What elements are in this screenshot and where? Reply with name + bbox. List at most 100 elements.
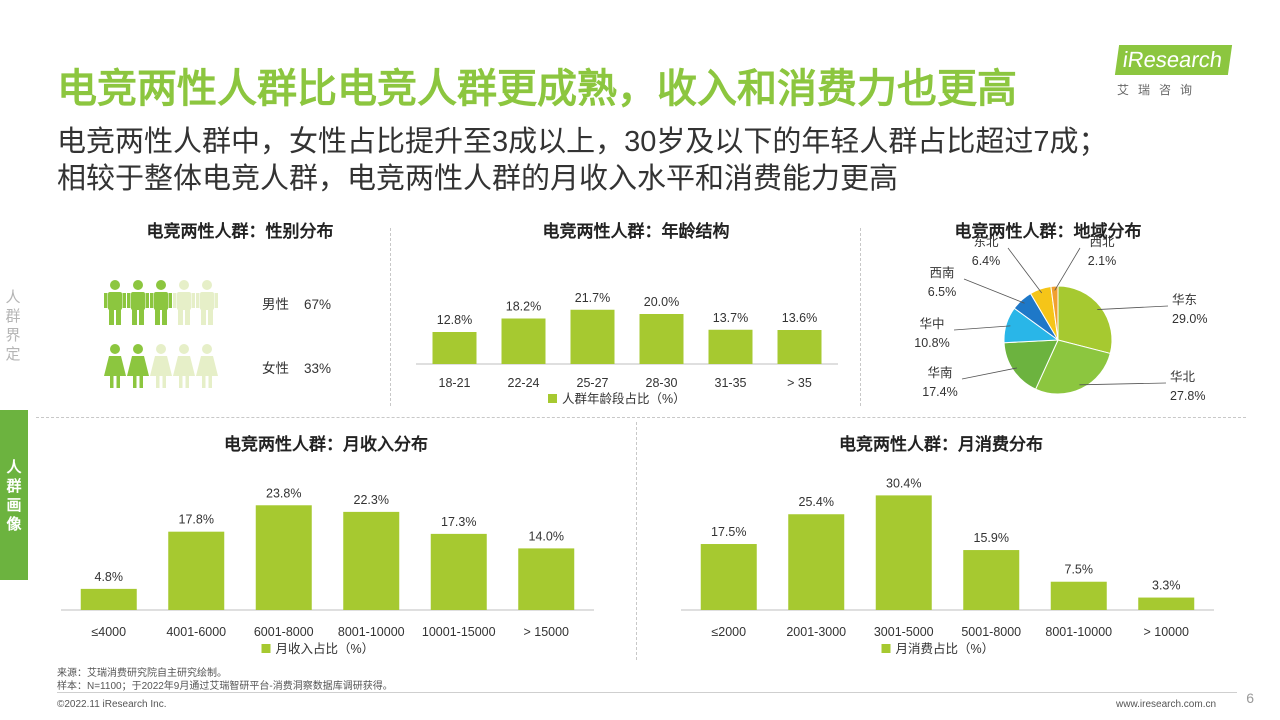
data-label-0: 17.5% [711, 525, 746, 539]
person-leg-left [202, 376, 206, 388]
x-tick-label-0: ≤4000 [91, 625, 126, 639]
person-dress [196, 356, 218, 376]
pie-label-value-0: 29.0% [1172, 312, 1207, 326]
person-torso [108, 292, 122, 310]
side-tab-portrait[interactable] [0, 410, 28, 580]
pie-leader-5 [1007, 247, 1043, 294]
bar-1 [788, 514, 845, 610]
gender-value-1: 33% [304, 361, 331, 376]
person-dress [173, 356, 195, 376]
pie-label-name-3: 华中 [919, 316, 944, 331]
x-tick-label-5: > 10000 [1143, 625, 1189, 639]
bar-2 [875, 495, 932, 610]
pie-slice-2 [1003, 339, 1059, 390]
person-head [156, 280, 166, 290]
pie-label-value-5: 6.4% [972, 254, 1001, 268]
person-leg-right [162, 376, 166, 388]
bar-4 [1050, 581, 1107, 610]
person-torso [177, 292, 191, 310]
x-tick-label-5: > 15000 [523, 625, 569, 639]
legend-label: 月消费占比（%） [896, 641, 995, 656]
bar-3 [639, 314, 684, 364]
spending-chart-title: 电竞两性人群：月消费分布 [839, 435, 1043, 454]
data-label-3: 20.0% [644, 295, 679, 309]
age-chart-title: 电竞两性人群：年龄结构 [542, 222, 730, 241]
x-tick-label-2: 3001-5000 [874, 625, 934, 639]
person-torso [200, 292, 214, 310]
male-person-2-icon [150, 280, 172, 325]
person-arm-right [122, 293, 126, 308]
data-label-1: 17.8% [179, 513, 214, 527]
region-chart-title: 电竞两性人群：地域分布 [954, 222, 1142, 241]
divider-vertical-3 [636, 422, 637, 660]
x-tick-label-2: 6001-8000 [254, 625, 314, 639]
pie-leader-3 [953, 325, 1011, 331]
person-leg-right [116, 376, 120, 388]
person-leg-left [132, 309, 137, 325]
x-tick-label-5: > 35 [787, 376, 812, 390]
region-pie-chart: 华东 29.0% 华北 27.8% 华南 17.4% 华中 10.8% 西南 6.5% 东北 6.4%… [914, 235, 1207, 403]
bar-5 [1138, 597, 1195, 610]
person-arm-right [145, 293, 149, 308]
bar-4 [430, 533, 487, 610]
gender-pictogram: 男性 67% 女性 33% [104, 280, 331, 388]
divider-vertical-1 [390, 228, 391, 406]
gender-chart-title: 电竞两性人群：性别分布 [146, 222, 334, 241]
x-tick-label-3: 8001-10000 [338, 625, 405, 639]
pie-label-name-5: 东北 [973, 235, 999, 249]
legend-swatch [881, 644, 891, 653]
person-arm-right [214, 293, 218, 308]
person-arm-left [127, 293, 131, 308]
bar-1 [168, 531, 225, 610]
data-label-2: 30.4% [886, 476, 921, 490]
page-subtitle-line1: 电竞两性人群中，女性占比提升至3成以上，30岁及以下的年轻人群占比超过7成； [57, 126, 1108, 158]
divider-horizontal [36, 417, 1246, 418]
person-head [156, 344, 166, 354]
pie-label-value-3: 10.8% [914, 336, 949, 350]
data-label-4: 13.7% [713, 311, 748, 325]
x-tick-label-0: 18-21 [439, 376, 471, 390]
female-person-4-icon [196, 344, 218, 388]
data-label-5: 14.0% [529, 529, 564, 543]
person-arm-right [191, 293, 195, 308]
pie-label-value-2: 17.4% [922, 385, 957, 399]
person-leg-left [178, 309, 183, 325]
x-tick-label-3: 5001-8000 [961, 625, 1021, 639]
person-dress [104, 356, 126, 376]
person-head [133, 344, 143, 354]
x-tick-label-2: 25-27 [577, 376, 609, 390]
person-leg-left [201, 309, 206, 325]
income-chart-title: 电竞两性人群：月收入分布 [224, 435, 428, 454]
bar-4 [708, 329, 753, 364]
pie-label-value-6: 2.1% [1088, 254, 1117, 268]
person-leg-left [156, 376, 160, 388]
person-head [110, 280, 120, 290]
pie-leader-2 [961, 367, 1017, 380]
person-leg-left [110, 376, 114, 388]
legend-label: 人群年龄段占比（%） [562, 391, 686, 406]
page-title: 电竞两性人群比电竞人群更成熟，收入和消费力也更高 [57, 67, 1017, 111]
gender-value-0: 67% [304, 297, 331, 312]
person-leg-right [208, 376, 212, 388]
data-label-5: 3.3% [1152, 579, 1181, 593]
male-person-3-icon [173, 280, 195, 325]
bar-3 [963, 550, 1020, 610]
x-tick-label-4: 31-35 [715, 376, 747, 390]
website-link[interactable]: www.iresearch.com.cn [1116, 699, 1217, 710]
bar-0 [432, 332, 477, 364]
spending-bar-chart: 17.5% ≤2000 25.4% 2001-3000 30.4% 3001-5000 15… [681, 476, 1214, 656]
person-torso [154, 292, 168, 310]
person-head [110, 344, 120, 354]
female-person-2-icon [150, 344, 172, 388]
x-tick-label-0: ≤2000 [711, 625, 746, 639]
age-bar-chart: 12.8% 18-21 18.2% 22-24 21.7% 25-27 20.0% 28-30… [416, 291, 838, 406]
person-leg-right [208, 309, 213, 325]
x-tick-label-1: 22-24 [508, 376, 540, 390]
data-label-2: 21.7% [575, 291, 610, 305]
bar-3 [343, 511, 400, 610]
person-arm-right [168, 293, 172, 308]
pie-leader-6 [1054, 247, 1081, 291]
copyright: ©2022.11 iResearch Inc. [57, 699, 167, 710]
bar-0 [700, 544, 757, 610]
side-label-definition[interactable]: 人群界定 [5, 289, 21, 363]
